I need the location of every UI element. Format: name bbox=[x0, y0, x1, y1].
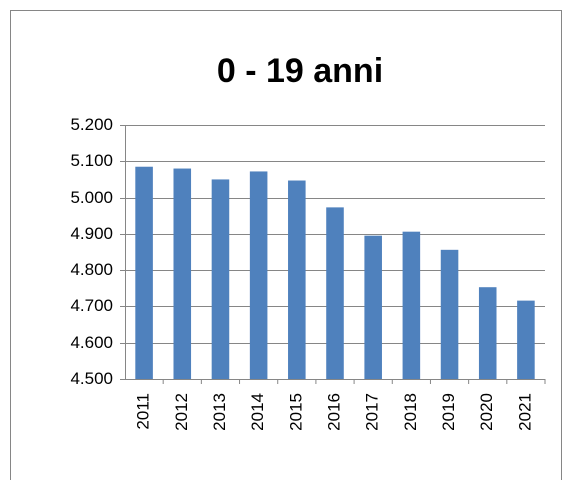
y-tick-label: 5.200 bbox=[70, 115, 113, 134]
x-tick-label: 2017 bbox=[363, 393, 382, 431]
y-tick-label: 4.600 bbox=[70, 333, 113, 352]
x-tick-label: 2014 bbox=[248, 393, 267, 431]
bar bbox=[249, 171, 268, 379]
y-tick-label: 4.700 bbox=[70, 296, 113, 315]
x-tick-label: 2021 bbox=[515, 393, 534, 431]
bar bbox=[402, 231, 421, 379]
y-tick-label: 4.500 bbox=[70, 369, 113, 388]
chart-title: 0 - 19 anni bbox=[217, 52, 383, 90]
bar bbox=[364, 235, 382, 379]
bar bbox=[288, 180, 306, 379]
x-tick-label: 2013 bbox=[210, 393, 229, 431]
bar bbox=[440, 249, 459, 379]
bar bbox=[135, 166, 153, 379]
x-tick-label: 2020 bbox=[477, 393, 496, 431]
chart-frame bbox=[10, 10, 562, 480]
y-tick-label: 5.000 bbox=[70, 188, 113, 207]
x-tick-label: 2012 bbox=[172, 393, 191, 431]
bar bbox=[517, 300, 535, 379]
y-tick-label: 4.800 bbox=[70, 260, 113, 279]
x-tick-label: 2019 bbox=[439, 393, 458, 431]
x-tick-label: 2011 bbox=[134, 393, 153, 430]
y-tick-label: 5.100 bbox=[70, 151, 113, 170]
bar bbox=[478, 287, 497, 379]
bar bbox=[173, 168, 192, 379]
x-tick-label: 2018 bbox=[401, 393, 420, 431]
bar bbox=[326, 207, 344, 379]
x-tick-label: 2015 bbox=[286, 393, 305, 431]
bar bbox=[211, 179, 230, 379]
x-tick-label: 2016 bbox=[324, 393, 343, 431]
y-tick-label: 4.900 bbox=[70, 224, 113, 243]
